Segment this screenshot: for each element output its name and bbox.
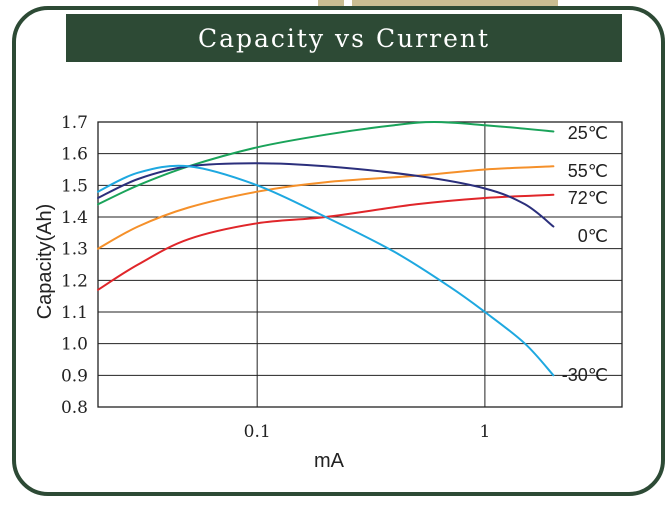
series-line xyxy=(97,165,555,250)
y-tick-label: 1.4 xyxy=(61,208,88,228)
series-line xyxy=(97,164,555,377)
series-label: 25℃ xyxy=(568,123,608,143)
x-tick-label: 0.1 xyxy=(244,422,271,442)
y-tick-label: 1.7 xyxy=(61,113,88,133)
plot-area-border xyxy=(97,121,623,408)
series-line xyxy=(97,193,555,291)
y-tick-label: 1.2 xyxy=(61,271,88,291)
chart-card xyxy=(12,6,665,496)
x-axis-title: mA xyxy=(314,450,345,472)
y-tick-label: 1.5 xyxy=(61,176,88,196)
series-line xyxy=(97,162,555,228)
series-label: 0℃ xyxy=(578,226,608,246)
series-line xyxy=(97,121,555,206)
y-tick-label: 1.1 xyxy=(61,303,88,323)
y-tick-label: 1.3 xyxy=(61,240,88,260)
y-tick-label: 0.8 xyxy=(61,398,88,418)
y-tick-label: 0.9 xyxy=(61,366,88,386)
y-tick-label: 1.0 xyxy=(61,335,88,355)
series-label: -30℃ xyxy=(562,365,608,385)
chart-title: Capacity vs Current xyxy=(197,23,491,53)
series-label: 55℃ xyxy=(568,161,608,181)
y-axis-title: Capacity(Ah) xyxy=(34,204,56,320)
x-tick-label: 1 xyxy=(479,422,490,442)
y-tick-label: 1.6 xyxy=(61,145,88,165)
series-label: 72℃ xyxy=(568,188,608,208)
title-banner: Capacity vs Current xyxy=(66,14,622,62)
